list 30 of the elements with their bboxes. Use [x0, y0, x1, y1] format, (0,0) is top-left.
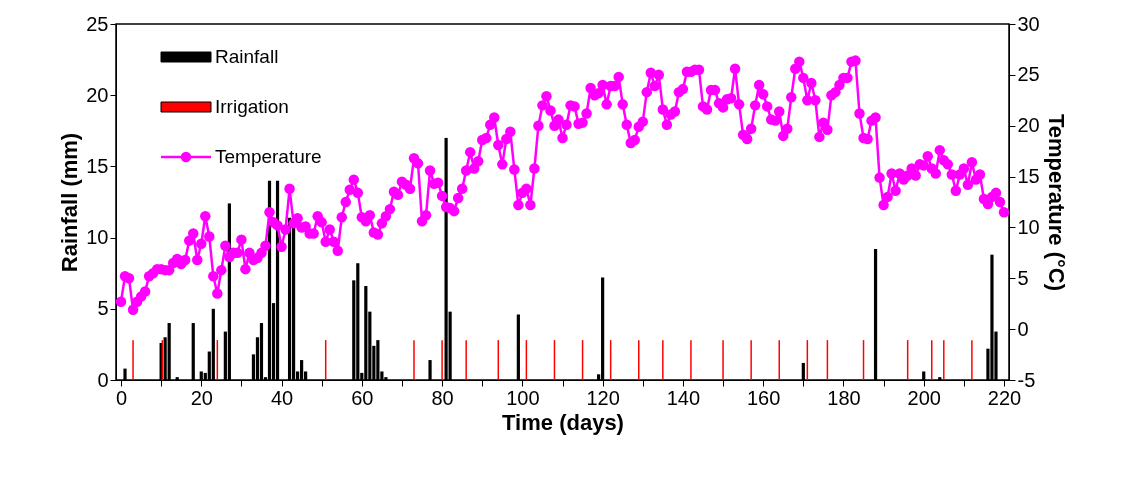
y-tick-label: 0: [97, 368, 109, 391]
y-tick-label: 10: [86, 226, 109, 249]
x-tick-label: 60: [351, 386, 374, 409]
y2-axis-title: Temperature (°C): [1043, 113, 1069, 292]
x-axis-title: Time (days): [502, 409, 624, 435]
y2-tick-label: 5: [1017, 266, 1029, 289]
y-tick-label: 20: [86, 83, 109, 106]
y-tick-label: 15: [86, 154, 109, 177]
x-tick-label: 40: [270, 386, 294, 409]
x-tick-label: 120: [586, 386, 620, 409]
x-tick-label: 20: [190, 386, 213, 409]
x-tick-label: 100: [506, 386, 540, 409]
x-tick-label: 160: [746, 386, 781, 409]
y-tick-label: 5: [97, 297, 109, 320]
y2-tick-label: 0: [1017, 317, 1029, 340]
x-tick-label: 0: [115, 386, 128, 409]
y2-tick-label: 10: [1017, 215, 1040, 238]
y2-tick-label: 25: [1017, 63, 1040, 86]
y-tick-label: 25: [86, 12, 109, 35]
x-tick-label: 200: [907, 386, 941, 409]
y-axis-title: Rainfall (mm): [57, 132, 83, 273]
y2-tick-label: 20: [1017, 114, 1040, 137]
y2-tick-label: 15: [1017, 165, 1040, 188]
x-tick-label: 140: [666, 386, 701, 409]
x-tick-label: 180: [827, 386, 861, 409]
legend-label: Temperature: [215, 146, 322, 167]
legend-label: Irrigation: [215, 96, 289, 117]
legend-label: Rainfall: [215, 46, 279, 67]
y2-tick-label: 30: [1017, 12, 1040, 35]
x-tick-label: 80: [431, 386, 454, 409]
